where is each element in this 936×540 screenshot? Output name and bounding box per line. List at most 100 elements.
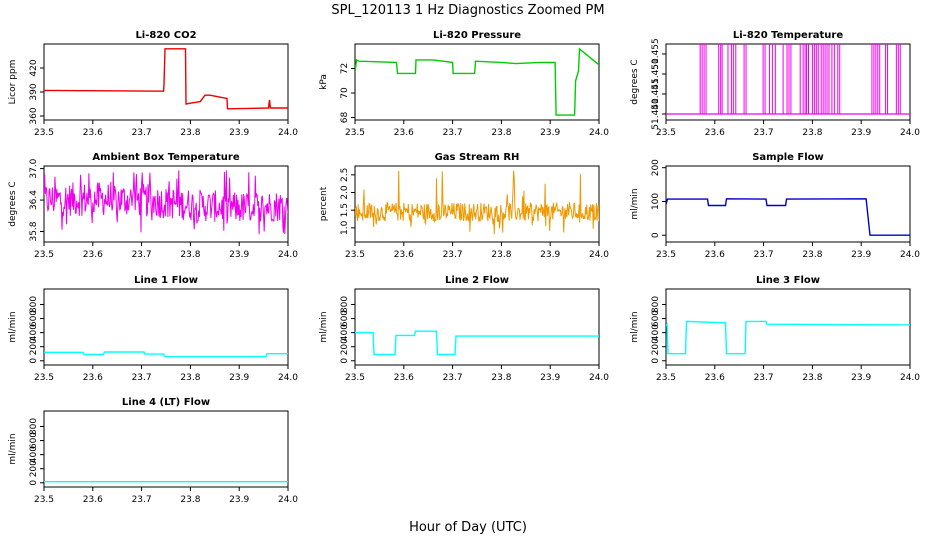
chart-line-3-flow-y-tick-label: 800 <box>651 296 661 313</box>
chart-line-1-flow-x-tick-label: 24.0 <box>278 373 298 383</box>
chart-li-820-temperature-title: Li-820 Temperature <box>733 30 843 41</box>
chart-line-2-flow-x-tick-label: 23.8 <box>491 373 511 383</box>
chart-line-2-flow-x-tick-label: 23.6 <box>394 373 414 383</box>
chart-line-2-flow-x-tick-label: 24.0 <box>589 373 609 383</box>
chart-li-820-temperature-frame <box>665 43 911 121</box>
chart-line-4-lt-flow-y-axis-label: ml/min <box>8 433 18 464</box>
chart-line-4-lt-flow-x-tick-label: 23.9 <box>229 495 249 505</box>
chart-line-1-flow-panel: Line 1 Flow ml/min 23.5 23.6 23.7 23.8 23.9 24.… <box>8 275 298 383</box>
chart-ambient-box-temperature-y-tick-label: 35.8 <box>29 221 39 241</box>
chart-sample-flow-x-tick-label: 23.7 <box>754 250 774 260</box>
chart-li-820-pressure-x-tick-label: 24.0 <box>589 128 609 138</box>
chart-line-3-flow-y-tick-label: 400 <box>651 324 661 341</box>
chart-sample-flow-frame <box>665 165 911 243</box>
chart-ambient-box-temperature-frame <box>43 165 289 243</box>
chart-line-1-flow-title: Line 1 Flow <box>134 275 198 286</box>
chart-li-820-pressure-frame <box>354 43 600 121</box>
chart-li-820-temperature-x-tick-label: 24.0 <box>900 128 920 138</box>
chart-line-3-flow-x-tick-label: 23.8 <box>802 373 822 383</box>
chart-line-4-lt-flow-frame <box>43 410 289 488</box>
chart-line-2-flow-panel: Line 2 Flow ml/min 23.5 23.6 23.7 23.8 23.9 24.… <box>319 275 609 383</box>
chart-ambient-box-temperature-x-tick-label: 23.9 <box>229 250 249 260</box>
chart-panels: Li-820 CO2 Licor ppm 23.5 23.6 23.7 23.8 23.9 2… <box>8 30 920 505</box>
chart-sample-flow-x-tick-label: 23.6 <box>705 250 725 260</box>
chart-line-4-lt-flow-panel: Line 4 (LT) Flow ml/min 23.5 23.6 23.7 23.8 23… <box>8 397 298 505</box>
chart-line-1-flow-y-tick-label: 400 <box>29 324 39 341</box>
chart-line-3-flow-x-tick-label: 23.7 <box>754 373 774 383</box>
chart-li-820-co2-frame <box>43 43 289 121</box>
chart-li-820-co2-series <box>44 48 288 110</box>
chart-li-820-co2-x-tick-label: 23.7 <box>132 128 152 138</box>
chart-li-820-co2-series-line <box>44 48 288 110</box>
chart-gas-stream-rh-x-tick-label: 23.5 <box>345 250 365 260</box>
chart-line-3-flow-x-tick-label: 23.9 <box>851 373 871 383</box>
chart-sample-flow-x-tick-label: 23.5 <box>656 250 676 260</box>
figure-title: SPL_120113 1 Hz Diagnostics Zoomed PM <box>331 3 604 18</box>
chart-li-820-temperature-x-tick-label: 23.9 <box>851 128 871 138</box>
chart-ambient-box-temperature-x-tick-label: 24.0 <box>278 250 298 260</box>
chart-line-2-flow-y-tick-label: 400 <box>340 324 350 341</box>
chart-li-820-temperature-y-tick-label: 51.455 <box>651 38 661 70</box>
chart-gas-stream-rh-x-tick-label: 23.8 <box>491 250 511 260</box>
chart-line-3-flow-x-tick-label: 23.5 <box>656 373 676 383</box>
chart-sample-flow-panel: Sample Flow ml/min 23.5 23.6 23.7 23.8 23.9 24.… <box>630 152 920 260</box>
chart-line-2-flow-series-line <box>355 330 599 356</box>
chart-li-820-temperature-x-tick-label: 23.8 <box>802 128 822 138</box>
chart-sample-flow-x-tick-label: 23.9 <box>851 250 871 260</box>
chart-line-3-flow-x-tick-label: 23.6 <box>705 373 725 383</box>
chart-sample-flow-y-axis-label: ml/min <box>630 188 640 219</box>
chart-ambient-box-temperature-x-tick-label: 23.7 <box>132 250 152 260</box>
chart-line-4-lt-flow-title: Line 4 (LT) Flow <box>122 397 210 408</box>
chart-gas-stream-rh-title: Gas Stream RH <box>435 152 520 163</box>
chart-line-4-lt-flow-x-tick-label: 23.5 <box>34 495 54 505</box>
chart-line-1-flow-y-tick-label: 800 <box>29 296 39 313</box>
chart-line-3-flow-series-line <box>666 320 910 355</box>
chart-gas-stream-rh-panel: Gas Stream RH percent 23.5 23.6 23.7 23.8 23.9… <box>319 152 609 260</box>
chart-line-1-flow-x-tick-label: 23.5 <box>34 373 54 383</box>
chart-line-2-flow-y-tick-label: 0 <box>340 358 350 364</box>
chart-ambient-box-temperature-series-line <box>44 170 288 235</box>
chart-li-820-pressure-y-tick-label: 68 <box>340 112 350 124</box>
chart-line-2-flow-y-tick-label: 600 <box>340 310 350 327</box>
chart-line-1-flow-x-tick-label: 23.7 <box>132 373 152 383</box>
chart-line-4-lt-flow-x-tick-label: 23.7 <box>132 495 152 505</box>
chart-li-820-pressure-x-tick-label: 23.6 <box>394 128 414 138</box>
chart-sample-flow-y-tick-label: 200 <box>651 159 661 176</box>
chart-line-1-flow-series <box>44 351 288 358</box>
chart-line-1-flow-y-tick-label: 200 <box>29 338 39 355</box>
chart-gas-stream-rh-frame <box>354 165 600 243</box>
chart-li-820-temperature-y-tick-label: 51.440 <box>651 98 661 130</box>
chart-li-820-temperature-series <box>666 44 910 115</box>
chart-li-820-co2-x-tick-label: 24.0 <box>278 128 298 138</box>
chart-ambient-box-temperature-x-tick-label: 23.5 <box>34 250 54 260</box>
chart-line-1-flow-x-tick-label: 23.6 <box>83 373 103 383</box>
chart-ambient-box-temperature-x-tick-label: 23.6 <box>83 250 103 260</box>
chart-li-820-temperature-y-tick-label: 51.450 <box>651 58 661 90</box>
chart-line-1-flow-x-tick-label: 23.8 <box>180 373 200 383</box>
chart-line-3-flow-frame <box>665 288 911 366</box>
chart-line-1-flow-y-tick-label: 600 <box>29 310 39 327</box>
chart-line-4-lt-flow-y-tick-label: 200 <box>29 460 39 477</box>
chart-li-820-pressure-panel: Li-820 Pressure kPa 23.5 23.6 23.7 23.8 23.9 24… <box>319 30 609 138</box>
chart-line-1-flow-series-line <box>44 351 288 358</box>
chart-li-820-co2-x-tick-label: 23.9 <box>229 128 249 138</box>
chart-li-820-co2-y-axis-label: Licor ppm <box>8 60 18 105</box>
chart-li-820-co2-x-tick-label: 23.5 <box>34 128 54 138</box>
chart-li-820-co2-x-tick-label: 23.8 <box>180 128 200 138</box>
chart-line-1-flow-y-axis-label: ml/min <box>8 311 18 342</box>
chart-li-820-co2-panel: Li-820 CO2 Licor ppm 23.5 23.6 23.7 23.8 23.9 2… <box>8 30 298 138</box>
chart-line-1-flow-frame <box>43 288 289 366</box>
chart-li-820-co2-y-tick-label: 420 <box>29 59 39 76</box>
chart-li-820-pressure-y-tick-label: 72 <box>340 63 350 74</box>
chart-gas-stream-rh-x-tick-label: 23.9 <box>540 250 560 260</box>
chart-li-820-co2-y-tick-label: 360 <box>29 107 39 124</box>
chart-line-2-flow-y-axis-label: ml/min <box>319 311 329 342</box>
chart-li-820-temperature-x-tick-label: 23.5 <box>656 128 676 138</box>
chart-gas-stream-rh-y-tick-label: 1.5 <box>340 203 350 217</box>
chart-sample-flow-x-tick-label: 24.0 <box>900 250 920 260</box>
chart-ambient-box-temperature-y-tick-label: 36.4 <box>29 190 39 210</box>
chart-ambient-box-temperature-y-axis-label: degrees C <box>8 181 18 226</box>
chart-sample-flow-series-line <box>666 198 910 236</box>
chart-li-820-temperature-x-tick-label: 23.7 <box>754 128 774 138</box>
chart-ambient-box-temperature-y-tick-label: 37.0 <box>29 158 39 178</box>
